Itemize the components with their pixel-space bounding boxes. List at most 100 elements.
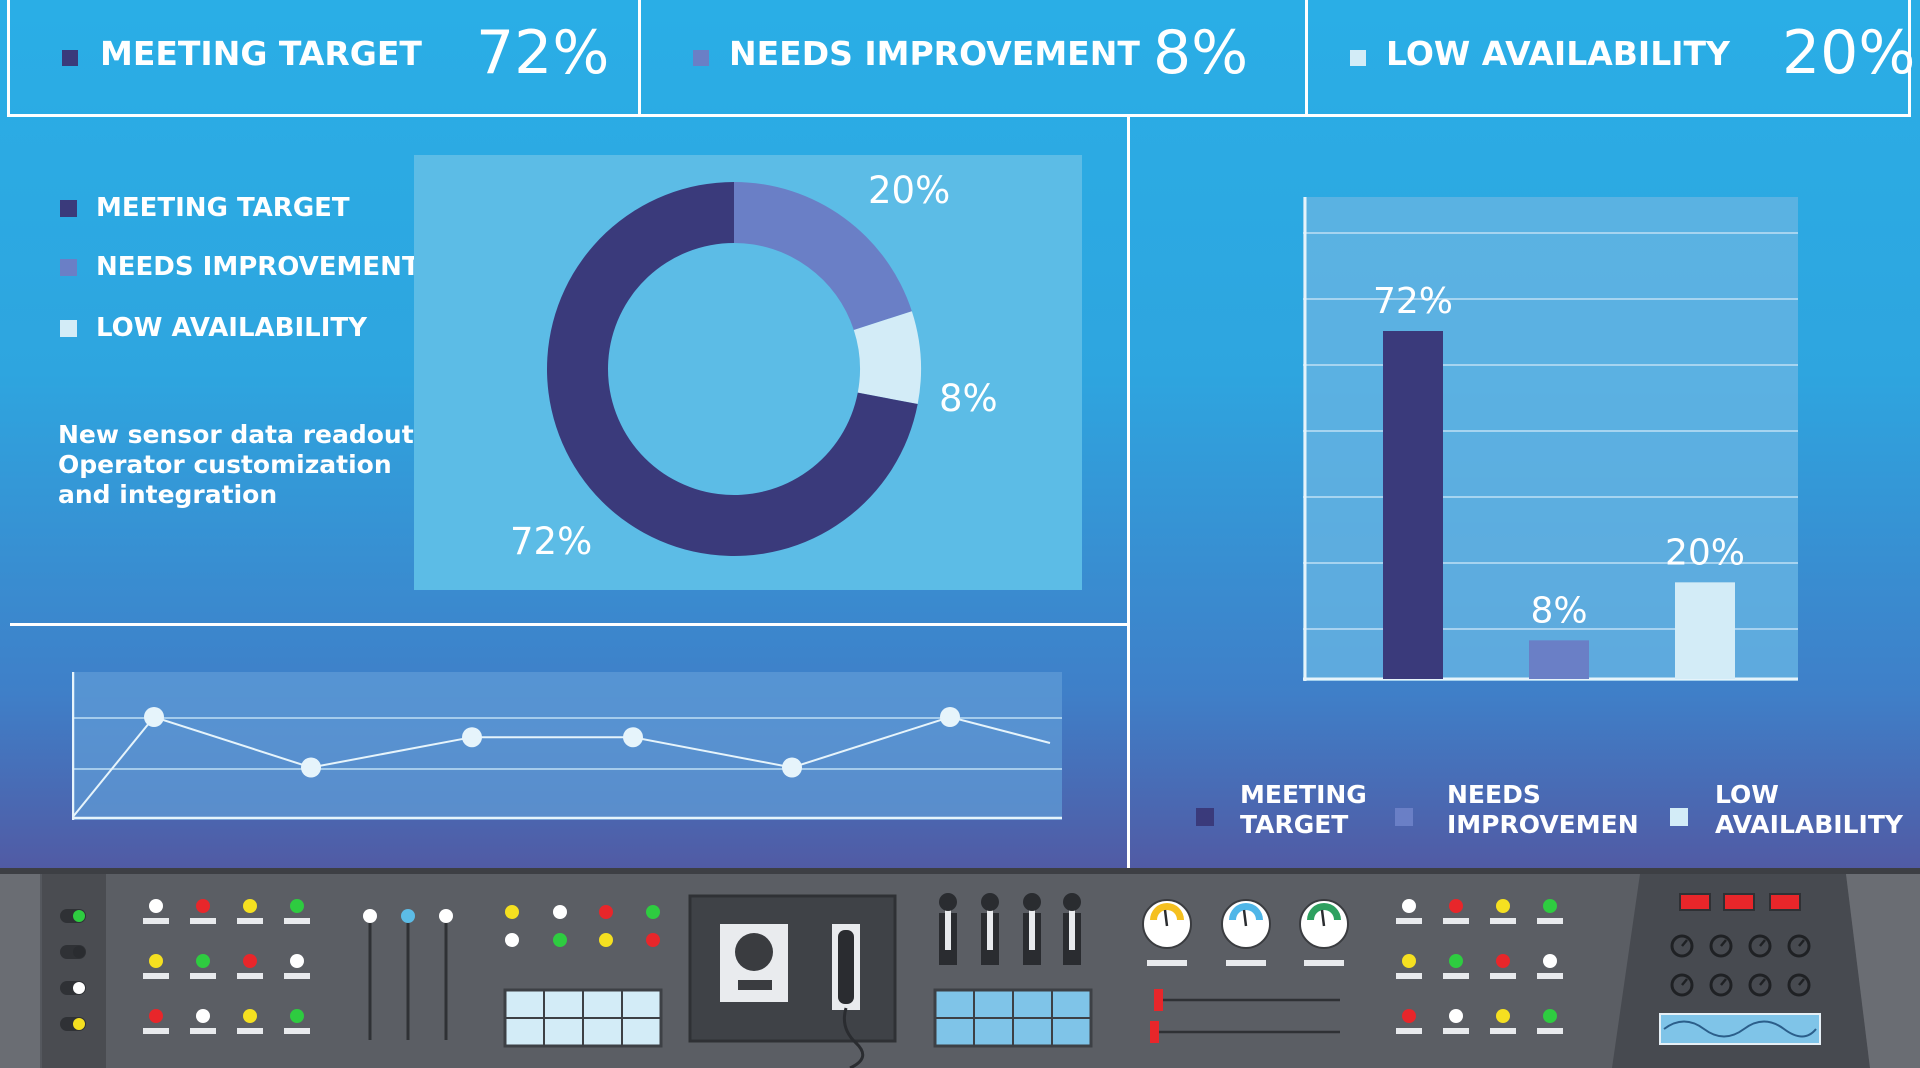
rotary-knob[interactable] [1787, 973, 1811, 997]
donut-chart: 20% 8% 72% [414, 155, 1082, 590]
donut-slice-needs [734, 182, 912, 331]
bar-chart: 72% 8% 20% [1303, 197, 1798, 681]
indicator-light [149, 954, 163, 968]
console-top-edge [0, 868, 1920, 874]
indicator-label-plate [1490, 1028, 1516, 1034]
h-slider-knob[interactable] [1154, 989, 1163, 1011]
toggle-knob [73, 982, 85, 994]
indicator-light [290, 1009, 304, 1023]
indicator-light [553, 905, 567, 919]
gauge-needle [1163, 909, 1169, 927]
indicator-light [505, 933, 519, 947]
indicator-label-plate [1396, 973, 1422, 979]
slider-knob[interactable] [439, 909, 453, 923]
lever-knob[interactable] [939, 893, 957, 911]
indicator-light [290, 954, 304, 968]
control-console [0, 868, 1920, 1068]
indicator-light [149, 899, 163, 913]
left-divider [10, 623, 1127, 626]
indicator-light [196, 1009, 210, 1023]
indicator-label-plate [237, 1028, 263, 1034]
red-button[interactable] [1679, 893, 1711, 911]
indicator-label-plate [284, 918, 310, 924]
stat-box-meeting: MEETING TARGET 72% [7, 0, 641, 117]
indicator-label-plate [190, 918, 216, 924]
lever-knob[interactable] [1023, 893, 1041, 911]
rotary-knob[interactable] [1670, 934, 1694, 958]
indicator-light [1449, 899, 1463, 913]
legend-swatch-needs [60, 259, 77, 276]
lever-shaft [945, 908, 951, 950]
h-slider-knob[interactable] [1150, 1021, 1159, 1043]
indicator-light [1402, 899, 1416, 913]
rotary-knob[interactable] [1787, 934, 1811, 958]
line-point [940, 707, 960, 727]
indicator-label-plate [1537, 973, 1563, 979]
knob-pointer [1759, 978, 1766, 986]
knob-pointer [1720, 978, 1727, 986]
indicator-label-plate [1490, 918, 1516, 924]
rotary-knob[interactable] [1748, 973, 1772, 997]
indicator-label-plate [1443, 1028, 1469, 1034]
legend-swatch-meeting [60, 200, 77, 217]
donut-slice-meeting [547, 182, 918, 556]
indicator-light [1402, 954, 1416, 968]
indicator-light [1543, 954, 1557, 968]
bottom-legend-low: LOW AVAILABILITY [1715, 780, 1903, 840]
indicator-label-plate [237, 918, 263, 924]
toggle-knob [73, 910, 85, 922]
line-point [623, 727, 643, 748]
indicator-label-plate [143, 1028, 169, 1034]
indicator-light [553, 933, 567, 947]
lever-knob[interactable] [981, 893, 999, 911]
red-button[interactable] [1723, 893, 1755, 911]
bottom-legend-low-line2: AVAILABILITY [1715, 810, 1903, 839]
indicator-label-plate [1443, 973, 1469, 979]
lever-knob[interactable] [1063, 893, 1081, 911]
wave-line [1663, 1020, 1817, 1038]
speaker-icon [735, 933, 773, 971]
console-right-side [1846, 874, 1920, 1068]
donut-label-low: 20% [868, 169, 950, 212]
donut-label-meeting: 72% [510, 520, 592, 563]
indicator-light [243, 899, 257, 913]
indicator-light [599, 905, 613, 919]
rotary-knob[interactable] [1709, 934, 1733, 958]
gauge-label-plate [1304, 960, 1344, 966]
swatch-meeting [62, 50, 78, 66]
line-point [782, 757, 802, 778]
note-line-1: New sensor data readout [58, 420, 414, 449]
slider-knob[interactable] [363, 909, 377, 923]
indicator-label-plate [143, 918, 169, 924]
swatch-low [1350, 50, 1366, 66]
indicator-light [196, 954, 210, 968]
console-left-side [0, 874, 40, 1068]
center-divider [1127, 117, 1130, 868]
rotary-knob[interactable] [1748, 934, 1772, 958]
lever-shaft [1069, 908, 1075, 950]
toggle-knob [73, 946, 85, 958]
rotary-knob[interactable] [1670, 973, 1694, 997]
handset-cord [842, 1007, 865, 1068]
indicator-light [1402, 1009, 1416, 1023]
indicator-label-plate [1396, 918, 1422, 924]
toggle-knob [73, 1018, 85, 1030]
bottom-legend-meeting-line1: MEETING [1240, 780, 1367, 809]
line-point [301, 757, 321, 778]
slider-knob[interactable] [401, 909, 415, 923]
donut-slice-low [853, 311, 922, 405]
red-button[interactable] [1769, 893, 1801, 911]
knob-pointer [1681, 978, 1688, 986]
stat-label-low: LOW AVAILABILITY [1386, 34, 1730, 73]
indicator-light [1543, 1009, 1557, 1023]
bottom-legend-swatch-low [1670, 808, 1688, 826]
bar-data-label: 72% [1373, 281, 1453, 322]
legend-swatch-low [60, 320, 77, 337]
gauge-label-plate [1226, 960, 1266, 966]
line-series-path [72, 715, 1051, 819]
rotary-knob[interactable] [1709, 973, 1733, 997]
bar-low [1675, 582, 1735, 679]
gauge-label-plate [1147, 960, 1187, 966]
lever-shaft [1029, 908, 1035, 950]
speaker-slot [738, 980, 772, 990]
